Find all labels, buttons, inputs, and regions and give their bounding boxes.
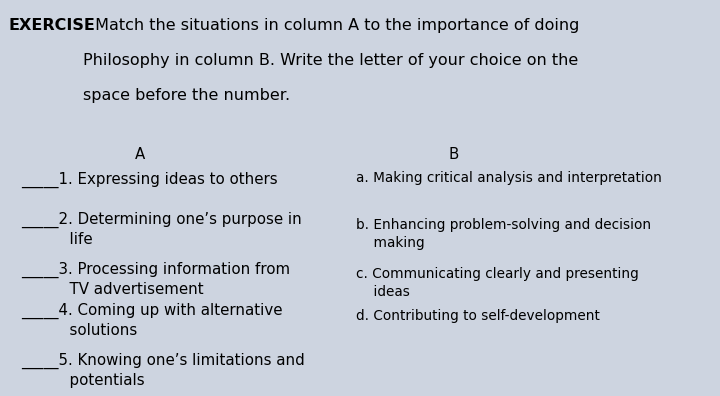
Text: A: A (135, 147, 145, 162)
Text: Philosophy in column B. Write the letter of your choice on the: Philosophy in column B. Write the letter… (83, 53, 578, 68)
Text: _____3. Processing information from
          TV advertisement: _____3. Processing information from TV a… (22, 261, 291, 297)
Text: _____5. Knowing one’s limitations and
          potentials: _____5. Knowing one’s limitations and po… (22, 352, 305, 388)
Text: c. Communicating clearly and presenting
    ideas: c. Communicating clearly and presenting … (356, 267, 639, 299)
Text: space before the number.: space before the number. (83, 88, 290, 103)
Text: b. Enhancing problem-solving and decision
    making: b. Enhancing problem-solving and decisio… (356, 218, 652, 249)
Text: _____2. Determining one’s purpose in
          life: _____2. Determining one’s purpose in lif… (22, 212, 302, 247)
Text: EXERCISE: EXERCISE (9, 18, 96, 33)
Text: Match the situations in column A to the importance of doing: Match the situations in column A to the … (90, 18, 580, 33)
Text: a. Making critical analysis and interpretation: a. Making critical analysis and interpre… (356, 171, 662, 185)
Text: _____4. Coming up with alternative
          solutions: _____4. Coming up with alternative solut… (22, 303, 283, 338)
Text: d. Contributing to self-development: d. Contributing to self-development (356, 309, 600, 323)
Text: B: B (449, 147, 459, 162)
Text: _____1. Expressing ideas to others: _____1. Expressing ideas to others (22, 171, 278, 188)
